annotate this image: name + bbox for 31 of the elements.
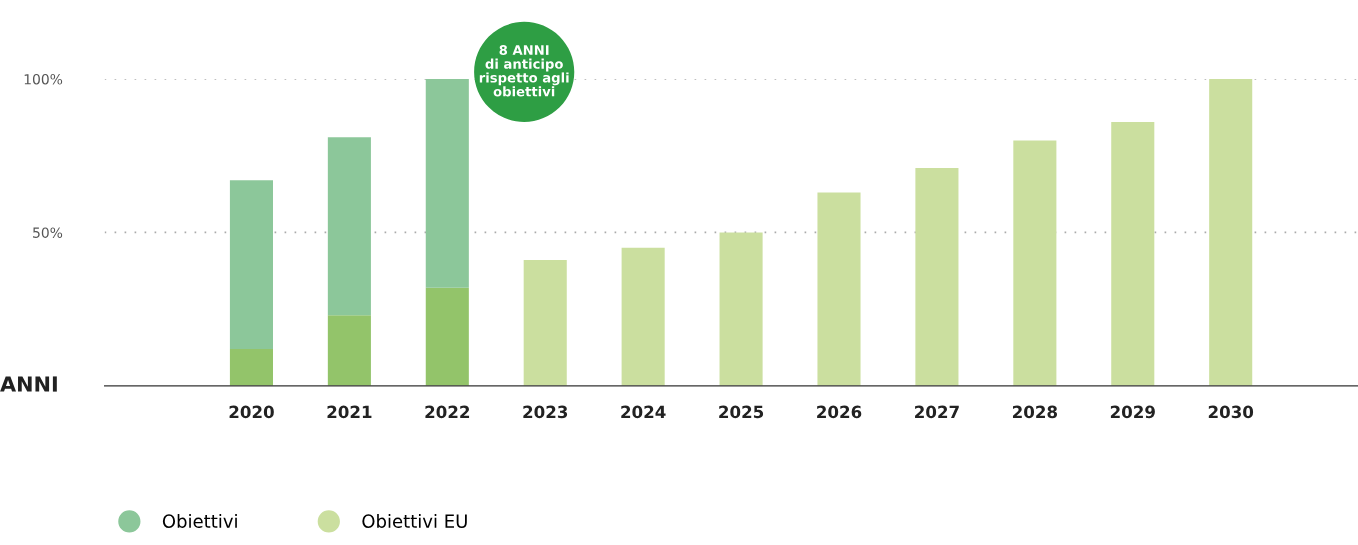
x-tick-label: 2027 (915, 405, 959, 419)
bar (229, 349, 273, 386)
x-tick-label: 2026 (817, 405, 862, 419)
bar (327, 137, 371, 316)
x-tick-label: 2023 (523, 405, 568, 419)
x-tick-label: 2028 (1012, 405, 1058, 419)
bar (719, 232, 763, 386)
bar (621, 247, 665, 386)
bar (1013, 140, 1057, 386)
x-tick-label: 2024 (621, 405, 666, 419)
x-tick-label: 2020 (229, 405, 274, 419)
x-tick-label: 2030 (1208, 405, 1254, 419)
x-axis-title: ANNI (0, 376, 57, 392)
y-tick-label: 100% (24, 73, 63, 85)
annotation: 8 ANNI di anticipo rispetto agli obiettivi (479, 45, 569, 97)
bar (425, 79, 469, 288)
legend-label: Obiettivi (162, 514, 237, 528)
bar (1209, 79, 1253, 386)
bar (425, 287, 469, 386)
bar (915, 168, 959, 386)
legend-label: Obiettivi EU (362, 514, 467, 528)
y-tick-label: 50% (33, 227, 63, 238)
bar (1111, 121, 1155, 386)
bar (229, 180, 273, 350)
x-tick-label: 2029 (1110, 405, 1155, 419)
x-tick-label: 2025 (719, 405, 764, 419)
bar (523, 260, 567, 386)
x-tick-label: 2021 (327, 405, 372, 419)
x-tick-label: 2022 (425, 405, 470, 419)
bar (817, 192, 861, 386)
bar (327, 315, 371, 386)
